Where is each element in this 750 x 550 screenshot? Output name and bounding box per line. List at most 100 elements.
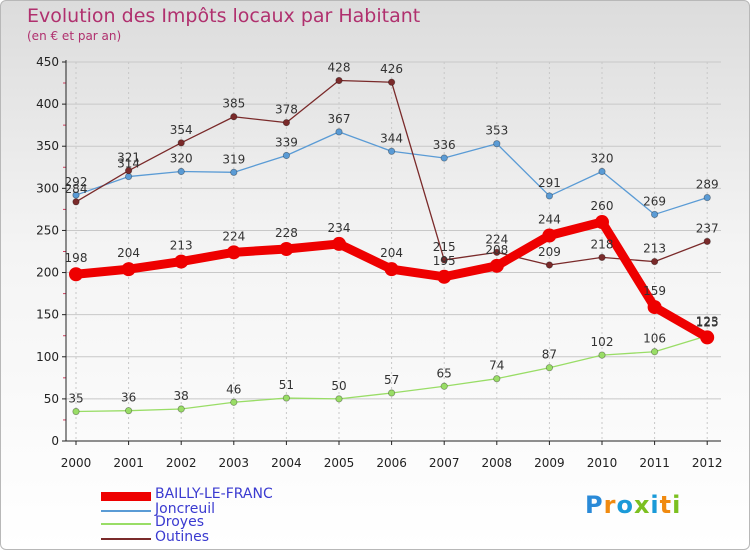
data-label-joncreuil: 367: [328, 112, 351, 126]
legend-swatch: [101, 491, 151, 501]
data-label-joncreuil: 320: [170, 151, 193, 165]
series-lines: [69, 76, 715, 416]
x-tick-label: 2001: [113, 456, 144, 470]
data-point-outines: [493, 248, 501, 256]
data-label-bailly-le-franc: 123: [696, 314, 719, 328]
legend-swatch: [101, 510, 151, 512]
x-tick-label: 2009: [534, 456, 565, 470]
data-label-bailly-le-franc: 204: [117, 246, 140, 260]
data-point-joncreuil: [72, 191, 80, 199]
data-label-outines: 354: [170, 123, 193, 137]
data-label-outines: 215: [433, 240, 456, 254]
data-point-joncreuil: [650, 210, 659, 219]
data-point-droyes: [387, 389, 396, 397]
data-point-joncreuil: [703, 193, 711, 202]
grid-lines: [66, 61, 721, 441]
y-tick-label: 0: [51, 434, 59, 448]
data-point-joncreuil: [282, 151, 290, 160]
x-tick-label: 2011: [639, 456, 670, 470]
data-point-outines: [440, 256, 448, 264]
data-point-bailly-le-franc: [647, 300, 662, 315]
data-label-joncreuil: 314: [117, 157, 140, 171]
data-point-bailly-le-franc: [226, 245, 241, 260]
data-label-bailly-le-franc: 208: [485, 243, 508, 257]
data-point-droyes: [177, 405, 185, 413]
data-point-bailly-le-franc: [542, 228, 557, 243]
data-point-droyes: [545, 364, 554, 372]
data-point-joncreuil: [177, 167, 185, 176]
legend-label: Droyes: [155, 514, 204, 530]
data-point-bailly-le-franc: [174, 254, 189, 269]
data-point-droyes: [440, 382, 448, 390]
y-tick-label: 300: [36, 181, 59, 195]
data-label-droyes: 106: [643, 332, 666, 346]
data-label-bailly-le-franc: 159: [643, 284, 666, 298]
data-label-outines: 385: [222, 97, 245, 111]
data-label-outines: 237: [696, 221, 719, 235]
data-point-outines: [72, 198, 80, 206]
data-labels: 198 204 213 224 228 234 204 195 208 244 260 159 123 2…: [65, 61, 719, 406]
x-tick-label: 2012: [692, 456, 723, 470]
data-label-outines: 209: [538, 245, 561, 259]
data-label-joncreuil: 353: [485, 124, 508, 138]
x-tick-label: 2003: [219, 456, 250, 470]
x-tick-label: 2010: [587, 456, 618, 470]
data-label-bailly-le-franc: 244: [538, 212, 561, 226]
data-point-bailly-le-franc: [69, 267, 83, 282]
y-tick-label: 200: [36, 266, 59, 280]
data-point-droyes: [282, 394, 290, 402]
data-point-bailly-le-franc: [279, 241, 294, 256]
data-label-bailly-le-franc: 260: [591, 199, 614, 213]
data-label-outines: 284: [65, 182, 88, 196]
legend-swatch: [101, 538, 151, 540]
data-point-droyes: [650, 348, 659, 356]
data-point-droyes: [598, 351, 606, 359]
data-point-joncreuil: [598, 167, 606, 176]
data-label-outines: 378: [275, 103, 298, 117]
data-label-droyes: 46: [226, 382, 241, 396]
data-label-droyes: 51: [279, 378, 294, 392]
data-point-outines: [387, 78, 396, 86]
data-label-outines: 321: [117, 151, 140, 165]
data-point-droyes: [125, 407, 133, 415]
data-point-outines: [282, 119, 290, 127]
data-label-joncreuil: 339: [275, 135, 298, 149]
data-label-bailly-le-franc: 198: [65, 251, 88, 265]
data-point-bailly-le-franc: [384, 262, 399, 277]
data-point-outines: [650, 258, 659, 266]
legend-label: Outines: [155, 529, 210, 545]
legend-swatch: [101, 523, 151, 525]
data-point-bailly-le-franc: [700, 330, 715, 345]
data-label-bailly-le-franc: 228: [275, 226, 298, 240]
legend-label: Joncreuil: [155, 501, 215, 517]
data-point-outines: [598, 253, 606, 261]
data-point-bailly-le-franc: [595, 215, 609, 230]
data-label-droyes: 102: [591, 335, 614, 349]
data-label-droyes: 35: [68, 392, 83, 406]
data-label-droyes: 74: [489, 359, 504, 373]
data-label-droyes: 87: [542, 348, 557, 362]
data-label-bailly-le-franc: 204: [380, 246, 403, 260]
x-tick-label: 2000: [61, 456, 92, 470]
proxiti-logo: Proxiti: [585, 491, 682, 519]
data-point-joncreuil: [387, 147, 396, 155]
data-point-joncreuil: [440, 154, 448, 162]
data-point-outines: [545, 261, 554, 269]
data-point-joncreuil: [125, 172, 133, 181]
data-label-droyes: 50: [331, 379, 346, 393]
data-label-droyes: 125: [696, 316, 719, 330]
data-label-joncreuil: 289: [696, 178, 719, 192]
data-label-bailly-le-franc: 213: [170, 239, 193, 253]
x-tick-label: 2005: [324, 456, 355, 470]
y-tick-label: 400: [36, 97, 59, 111]
data-point-outines: [125, 167, 133, 175]
y-tick-label: 100: [36, 350, 59, 364]
y-tick-label: 150: [36, 308, 59, 322]
data-point-droyes: [335, 395, 343, 403]
data-label-outines: 218: [591, 237, 614, 251]
data-label-outines: 426: [380, 62, 403, 76]
x-tick-label: 2008: [482, 456, 513, 470]
